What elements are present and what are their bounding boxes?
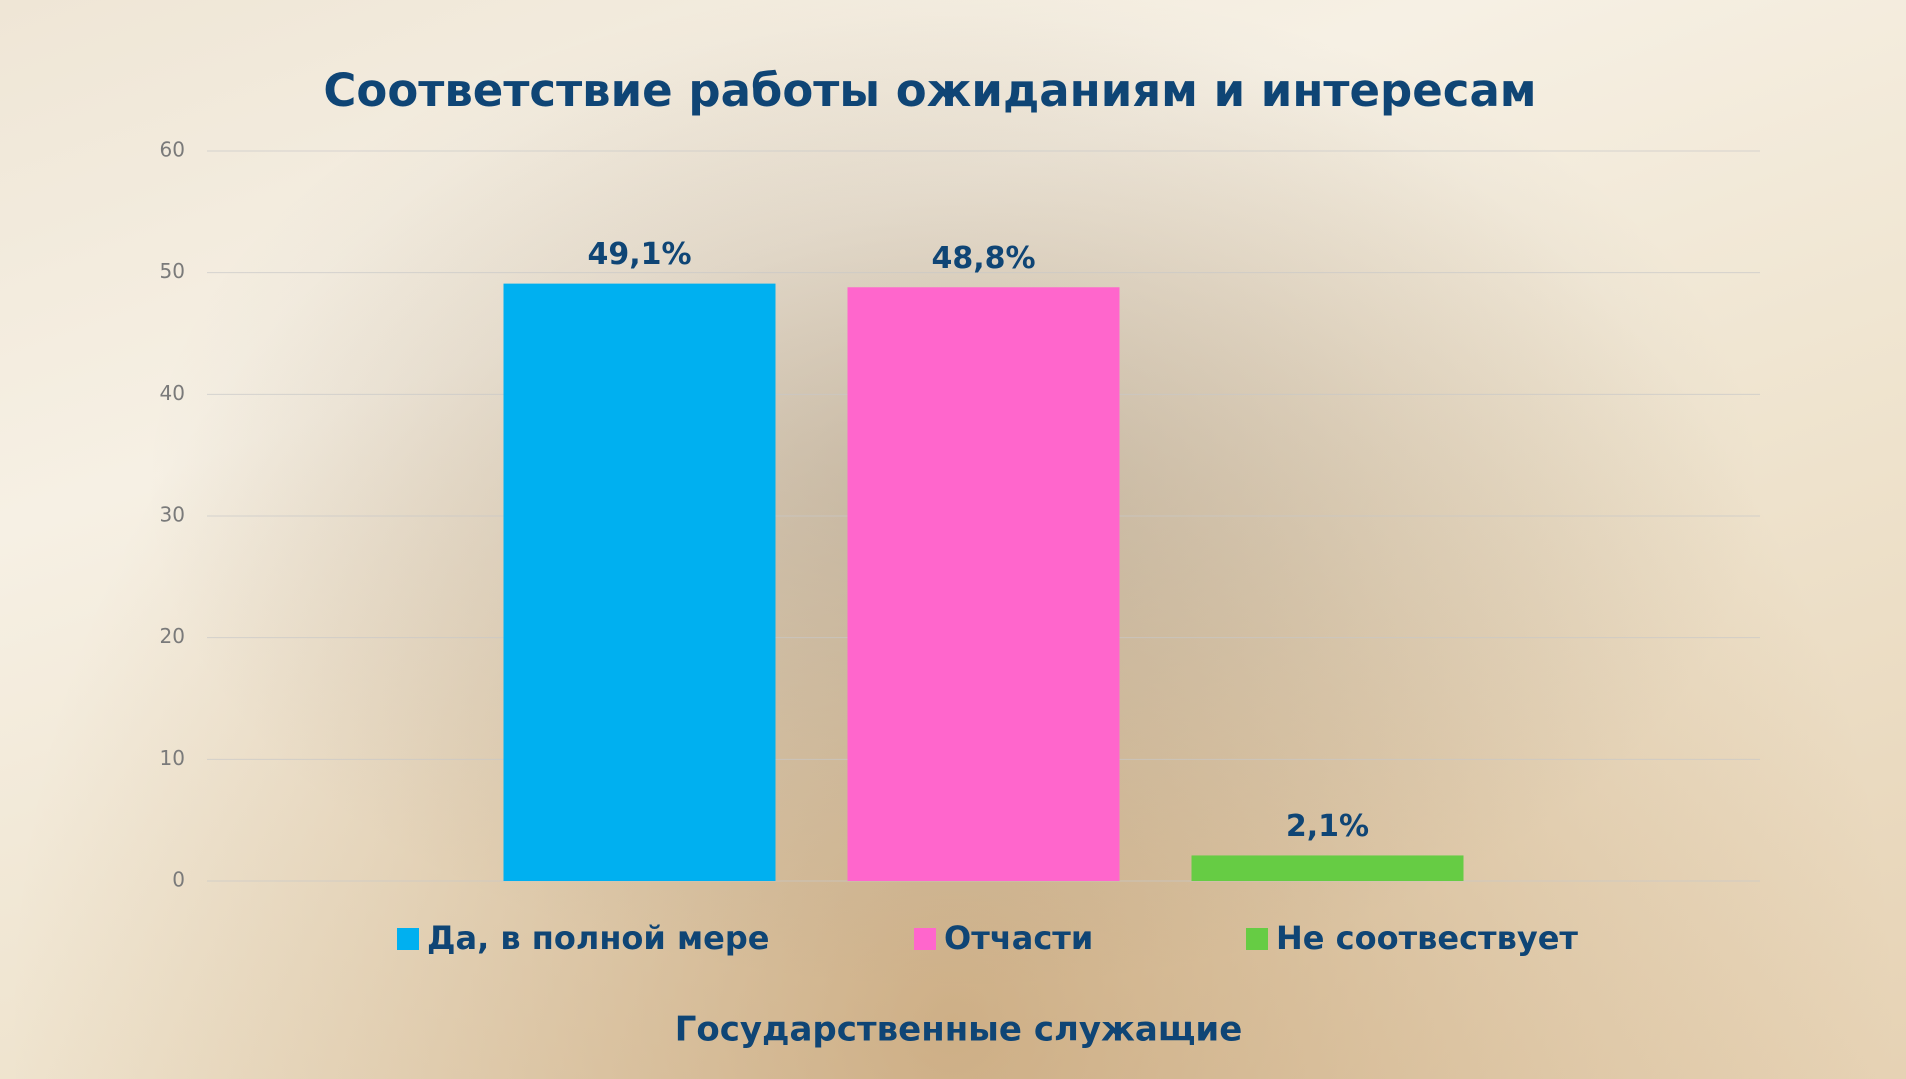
data-label: 2,1%	[1286, 809, 1369, 844]
legend-swatch	[397, 928, 419, 950]
legend-swatch	[1246, 928, 1268, 950]
legend-label: Не соотвествует	[1276, 919, 1578, 957]
y-tick-label: 10	[160, 746, 185, 770]
category-label: Государственные служащие	[675, 1010, 1243, 1050]
data-label: 49,1%	[587, 237, 691, 272]
y-tick-label: 0	[172, 868, 185, 892]
legend-label: Отчасти	[944, 919, 1093, 957]
data-label: 48,8%	[931, 241, 1035, 276]
y-tick-label: 20	[160, 624, 185, 648]
y-tick-label: 60	[160, 138, 185, 162]
bar	[503, 283, 776, 881]
y-tick-label: 40	[160, 381, 185, 405]
y-tick-label: 50	[160, 259, 185, 283]
y-tick-label: 30	[160, 503, 185, 527]
bar	[847, 287, 1120, 881]
legend-swatch	[914, 928, 936, 950]
chart-title: Соответствие работы ожиданиям и интереса…	[323, 64, 1536, 117]
bar	[1191, 855, 1464, 881]
legend-label: Да, в полной мере	[427, 919, 769, 957]
